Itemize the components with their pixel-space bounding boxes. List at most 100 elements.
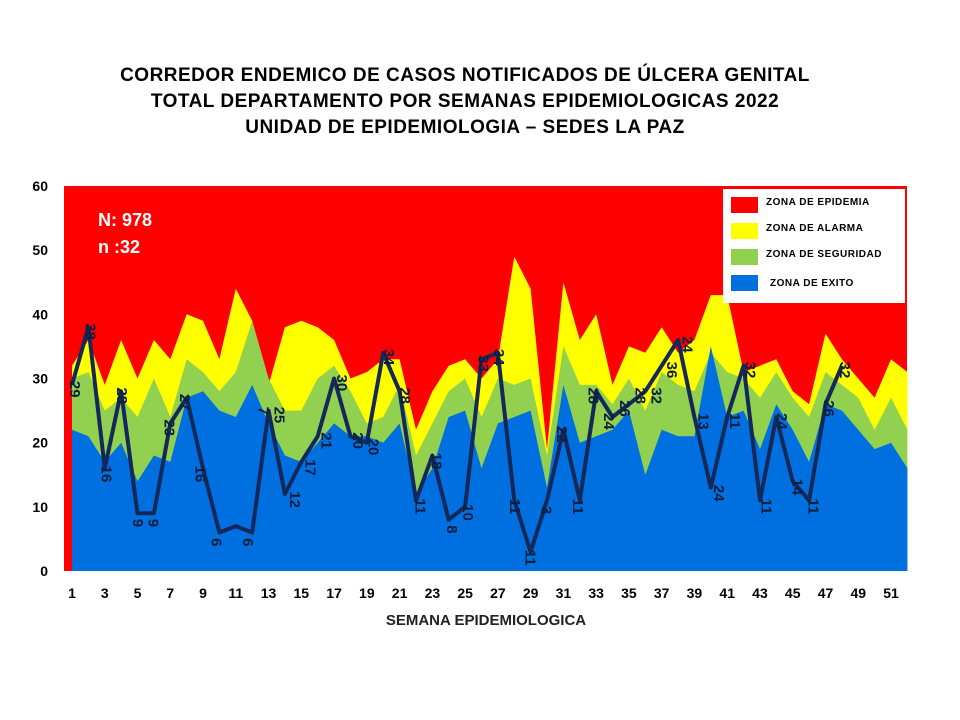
data-label: 32 — [836, 362, 853, 379]
data-label: 11 — [522, 550, 539, 566]
x-tick-label: 35 — [621, 585, 637, 601]
x-tick-label: 31 — [556, 585, 572, 601]
data-label: 33 — [474, 355, 491, 372]
x-tick-label: 13 — [261, 585, 277, 601]
data-label: 32 — [742, 362, 759, 379]
data-label: 25 — [270, 407, 287, 424]
legend-swatch-exito — [731, 275, 758, 291]
data-label: 6 — [207, 538, 224, 546]
data-label: 11 — [506, 499, 523, 515]
data-label: 11 — [726, 413, 743, 429]
x-tick-label: 45 — [785, 585, 801, 601]
data-label: 28 — [584, 387, 601, 404]
data-label: 21 — [317, 432, 334, 449]
x-tick-label: 27 — [490, 585, 506, 601]
y-tick-label: 60 — [32, 178, 48, 194]
data-label: 28 — [632, 387, 649, 404]
data-label: 13 — [694, 413, 711, 430]
data-label: 20 — [349, 432, 366, 449]
x-tick-label: 7 — [166, 585, 174, 601]
data-label: 11 — [804, 499, 821, 515]
x-tick-label: 9 — [199, 585, 207, 601]
data-label: 30 — [333, 375, 350, 392]
n-total-label: N: 978 — [98, 210, 152, 230]
data-label: 29 — [66, 381, 83, 398]
x-tick-label: 23 — [425, 585, 441, 601]
data-label: 23 — [160, 419, 177, 436]
chart-title-line-2: TOTAL DEPARTAMENTO POR SEMANAS EPIDEMIOL… — [150, 91, 780, 112]
x-tick-label: 25 — [457, 585, 473, 601]
data-label: 24 — [679, 336, 696, 353]
data-label: 26 — [820, 400, 837, 417]
x-tick-label: 3 — [101, 585, 109, 601]
data-label: 3 — [537, 506, 554, 514]
x-tick-label: 33 — [588, 585, 604, 601]
n-weeks-label: n :32 — [98, 237, 140, 257]
data-label: 17 — [302, 459, 319, 476]
legend-label-alarma: ZONA DE ALARMA — [766, 223, 863, 234]
data-label: 28 — [396, 387, 413, 404]
x-tick-label: 37 — [654, 585, 670, 601]
x-tick-label: 1 — [68, 585, 76, 601]
x-tick-label: 47 — [818, 585, 834, 601]
x-tick-label: 15 — [294, 585, 310, 601]
data-label: 34 — [490, 349, 507, 366]
data-label: 8 — [443, 525, 460, 533]
legend-label-epidemia: ZONA DE EPIDEMIA — [766, 197, 870, 208]
data-label: 20 — [365, 439, 382, 456]
data-label: 7 — [255, 407, 272, 415]
x-tick-label: 19 — [359, 585, 375, 601]
data-label: 11 — [569, 499, 586, 515]
legend-label-seguridad: ZONA DE SEGURIDAD — [766, 249, 882, 260]
x-tick-label: 43 — [752, 585, 768, 601]
x-tick-label: 5 — [134, 585, 142, 601]
data-label: 32 — [647, 387, 664, 404]
y-tick-label: 10 — [32, 499, 48, 515]
x-tick-label: 29 — [523, 585, 539, 601]
legend-swatch-alarma — [731, 223, 758, 239]
x-tick-label: 51 — [883, 585, 899, 601]
legend-label-exito: ZONA DE EXITO — [770, 278, 854, 289]
data-label: 28 — [113, 387, 130, 404]
chart-title-line-3: UNIDAD DE EPIDEMIOLOGIA – SEDES LA PAZ — [245, 117, 685, 138]
data-label: 11 — [757, 499, 774, 515]
y-tick-label: 50 — [32, 242, 48, 258]
y-tick-label: 40 — [32, 306, 48, 322]
legend: ZONA DE EPIDEMIA ZONA DE ALARMA ZONA DE SE… — [723, 189, 905, 303]
x-tick-label: 41 — [719, 585, 735, 601]
data-label: 16 — [192, 466, 209, 483]
data-label: 14 — [789, 478, 806, 495]
data-label: 11 — [412, 499, 429, 515]
x-axis-label: SEMANA EPIDEMIOLOGICA — [386, 612, 586, 629]
data-label: 26 — [616, 400, 633, 417]
data-label: 22 — [553, 426, 570, 443]
data-label: 27 — [176, 394, 193, 411]
y-tick-label: 30 — [32, 371, 48, 387]
x-tick-label: 17 — [326, 585, 342, 601]
x-tick-label: 49 — [850, 585, 866, 601]
x-tick-label: 39 — [687, 585, 703, 601]
data-label: 18 — [427, 453, 444, 470]
data-label: 6 — [239, 538, 256, 546]
y-tick-label: 20 — [32, 435, 48, 451]
data-label: 36 — [663, 362, 680, 379]
data-label: 12 — [286, 491, 303, 508]
data-label: 24 — [600, 413, 617, 430]
data-label: 34 — [380, 349, 397, 366]
data-label: 9 — [129, 519, 146, 527]
data-label: 9 — [145, 519, 162, 527]
data-label: 24 — [773, 413, 790, 430]
y-tick-label: 0 — [40, 563, 48, 579]
chart-title-line-1: CORREDOR ENDEMICO DE CASOS NOTIFICADOS D… — [120, 65, 810, 86]
legend-swatch-seguridad — [731, 249, 758, 265]
x-tick-label: 11 — [228, 585, 243, 601]
data-label: 38 — [82, 323, 99, 340]
zona-exito-area — [72, 346, 908, 571]
data-label: 16 — [97, 466, 114, 483]
cases-line — [70, 325, 844, 554]
data-label: 24 — [710, 485, 727, 502]
legend-swatch-epidemia — [731, 197, 758, 213]
x-tick-label: 21 — [392, 585, 408, 601]
data-label: 10 — [459, 504, 476, 521]
